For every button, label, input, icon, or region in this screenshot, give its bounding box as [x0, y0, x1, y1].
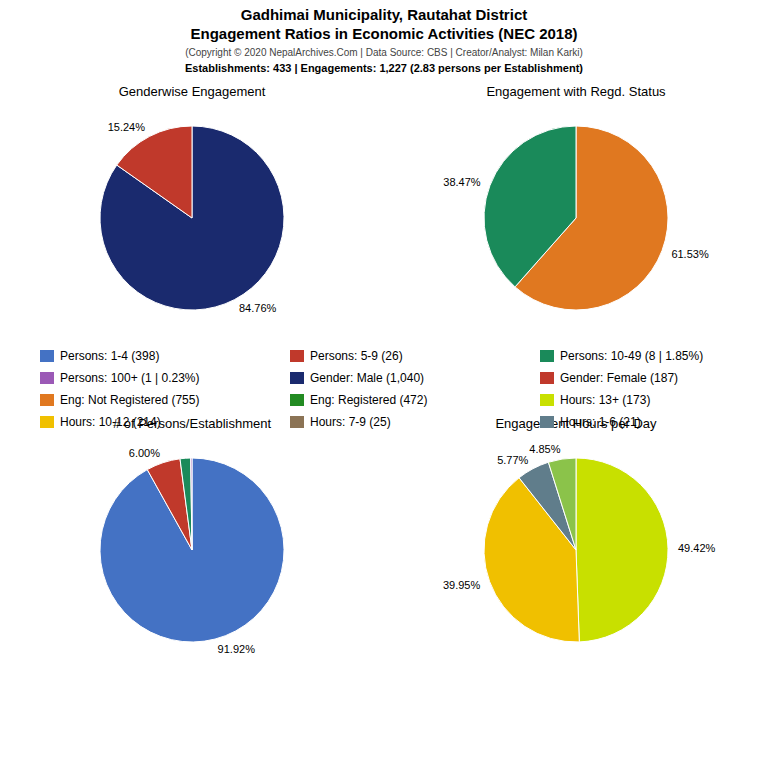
legend-label: Hours: 7-9 (25)	[310, 415, 391, 429]
annotation: Establishments: 433 | Engagements: 1,227…	[185, 62, 583, 74]
legend-label: Persons: 5-9 (26)	[310, 349, 403, 363]
legend-swatch	[40, 394, 54, 406]
pie-slice	[548, 458, 576, 550]
legend-label: Persons: 100+ (1 | 0.23%)	[60, 371, 200, 385]
legend-item: Persons: 1-4 (398)	[40, 349, 159, 363]
data-labels: 49.42% 39.95% 5.77%4.85%	[443, 443, 716, 591]
pie-chart: # of Persons/Establishment91.92%6.00%	[100, 416, 284, 655]
legend-swatch	[290, 372, 304, 384]
legend-swatch	[290, 350, 304, 362]
title: Gadhimai Municipality, Rautahat District	[241, 6, 527, 23]
data-label: 15.24%	[108, 121, 146, 133]
legend-item: Persons: 5-9 (26)	[290, 349, 403, 363]
data-label: 61.53%	[671, 248, 709, 260]
legend-label: Eng: Not Registered (755)	[60, 393, 199, 407]
legend-item: Hours: 13+ (173)	[540, 393, 650, 407]
pie-slice	[180, 458, 192, 550]
data-labels: 91.92% 6.00%	[129, 447, 255, 655]
legend-label: Persons: 1-4 (398)	[60, 349, 159, 363]
legend-swatch	[540, 372, 554, 384]
pie-slice	[484, 126, 576, 287]
data-label: 5.77%	[497, 454, 528, 466]
data-label: 39.95%	[443, 579, 481, 591]
header: Gadhimai Municipality, Rautahat District…	[185, 6, 583, 74]
legend-item: Hours: 1-6 (21)	[540, 415, 641, 429]
pie-slice	[117, 126, 192, 218]
data-label: 84.76%	[239, 302, 277, 314]
slices	[100, 458, 284, 642]
legend-item: Gender: Male (1,040)	[290, 371, 424, 385]
pie-chart: Genderwise Engagement 84.76% 15.24%	[100, 84, 284, 314]
pie-slice	[100, 458, 284, 642]
pie-slice	[100, 126, 284, 310]
title: Engagement Ratios in Economic Activities…	[190, 25, 577, 42]
pie-slice	[576, 458, 668, 642]
legend-item: Eng: Registered (472)	[290, 393, 427, 407]
slices	[100, 126, 284, 310]
subtitle: (Copyright © 2020 NepalArchives.Com | Da…	[185, 47, 583, 58]
legend: Persons: 1-4 (398) Persons: 5-9 (26) Perso…	[40, 349, 703, 429]
figure: Gadhimai Municipality, Rautahat District…	[0, 0, 768, 768]
legend-swatch	[290, 394, 304, 406]
chart-title: Engagement with Regd. Status	[486, 84, 666, 99]
slices	[484, 458, 668, 642]
chart-title: Genderwise Engagement	[119, 84, 266, 99]
legend-item: Persons: 100+ (1 | 0.23%)	[40, 371, 200, 385]
chart-title: Engagement Hours per Day	[495, 416, 657, 431]
data-label: 6.00%	[129, 447, 160, 459]
pie-chart: Engagement with Regd. Status 61.53% 38.47%	[443, 84, 709, 310]
legend-swatch	[540, 350, 554, 362]
data-labels: 61.53% 38.47%	[443, 176, 709, 260]
legend-swatch	[40, 372, 54, 384]
data-label: 38.47%	[443, 176, 481, 188]
legend-swatch	[40, 350, 54, 362]
legend-item: Eng: Not Registered (755)	[40, 393, 199, 407]
legend-item: Gender: Female (187)	[540, 371, 678, 385]
pie-slice	[147, 459, 192, 550]
data-label: 91.92%	[218, 643, 256, 655]
legend-label: Eng: Registered (472)	[310, 393, 427, 407]
legend-item: Persons: 10-49 (8 | 1.85%)	[540, 349, 703, 363]
legend-label: Gender: Female (187)	[560, 371, 678, 385]
legend-swatch	[540, 394, 554, 406]
legend-item: Hours: 10-12 (214)	[40, 415, 161, 429]
legend-swatch	[540, 416, 554, 428]
legend-swatch	[40, 416, 54, 428]
legend-label: Hours: 1-6 (21)	[560, 415, 641, 429]
legend-label: Persons: 10-49 (8 | 1.85%)	[560, 349, 703, 363]
data-labels: 84.76% 15.24%	[108, 121, 277, 314]
slices	[484, 126, 668, 310]
data-label: 49.42%	[678, 542, 716, 554]
pie-chart: Engagement Hours per Day 49.42% 39.95% 5.77…	[443, 416, 716, 642]
legend-item: Hours: 7-9 (25)	[290, 415, 391, 429]
legend-label: Hours: 10-12 (214)	[60, 415, 161, 429]
pie-slice	[191, 458, 192, 550]
data-label: 4.85%	[529, 443, 560, 455]
legend-label: Hours: 13+ (173)	[560, 393, 650, 407]
legend-swatch	[290, 416, 304, 428]
legend-label: Gender: Male (1,040)	[310, 371, 424, 385]
